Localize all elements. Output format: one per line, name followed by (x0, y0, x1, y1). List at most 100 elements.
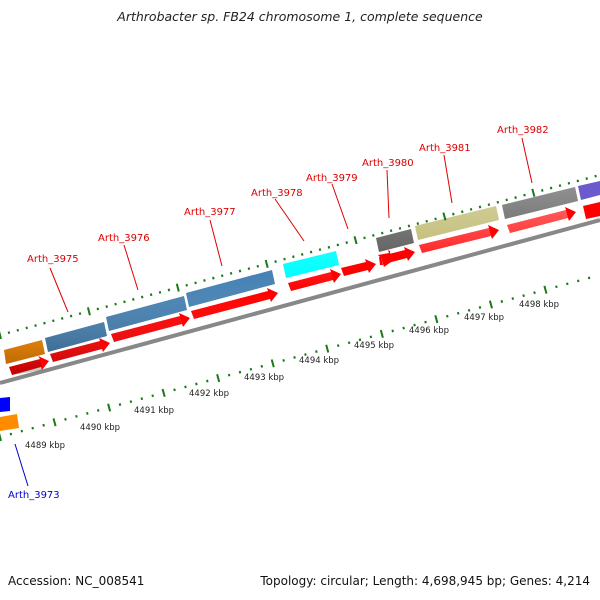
upper-tick (185, 283, 188, 287)
upper-tick (43, 321, 46, 325)
upper-tick (353, 236, 358, 245)
upper-tick (132, 298, 135, 301)
gene-label-3977[interactable]: Arth_3977 (184, 207, 236, 218)
ruler-tick (42, 423, 45, 427)
upper-tick (505, 198, 508, 202)
ruler-label: 4492 kbp (189, 389, 229, 399)
upper-tick (363, 236, 366, 240)
ruler-tick (543, 285, 548, 294)
ruler-tick (555, 285, 558, 289)
upper-tick (389, 229, 393, 233)
upper-tick (487, 203, 491, 207)
ruler-tick (216, 373, 221, 383)
ruler-tick (107, 403, 112, 412)
ruler-tick (31, 426, 34, 430)
ruler-tick (379, 329, 384, 339)
upper-tick (256, 264, 260, 268)
upper-tick (212, 276, 215, 280)
gene-label-3980[interactable]: Arth_3980 (362, 158, 414, 169)
ruler-tick (325, 344, 330, 353)
ruler-tick (587, 276, 591, 280)
ruler-tick (0, 432, 2, 442)
upper-tick (469, 207, 473, 211)
ruler-tick (249, 367, 253, 371)
ruler-tick (467, 308, 471, 312)
upper-tick (69, 314, 73, 318)
upper-tick (283, 257, 286, 261)
upper-tick (52, 319, 55, 323)
upper-tick (345, 241, 348, 244)
gene-label-3976[interactable]: Arth_3976 (98, 233, 150, 244)
upper-tick (425, 219, 428, 223)
cds-track (9, 202, 600, 375)
cds-arrow-6[interactable] (341, 259, 376, 276)
ruler-tick (140, 397, 144, 401)
ruler-tick (195, 382, 198, 386)
cds-arrow-10[interactable] (583, 202, 600, 219)
ruler-label: 4497 kbp (464, 313, 504, 323)
upper-tick (336, 243, 340, 247)
gene-slateblue[interactable] (578, 181, 600, 200)
shading-overlay (4, 187, 578, 364)
upper-tick (514, 196, 517, 199)
upper-tick (576, 179, 580, 183)
callout-line-3975 (49, 267, 69, 313)
gene-blue-left[interactable] (0, 397, 10, 412)
upper-tick (398, 226, 402, 230)
callout-line-3976 (123, 244, 139, 291)
ruler-label: 4493 kbp (244, 373, 284, 383)
ruler-label: 4495 kbp (354, 341, 394, 351)
upper-tick (25, 326, 28, 330)
upper-tick (416, 222, 420, 225)
ruler-tick (96, 409, 100, 412)
ruler-tick (402, 326, 405, 330)
gene-label-3973[interactable]: Arth_3973 (8, 490, 60, 501)
ruler-tick (238, 370, 242, 374)
feature-group-left (0, 397, 19, 431)
gene-label-3978[interactable]: Arth_3978 (251, 188, 303, 199)
upper-tick (318, 248, 322, 252)
cds-arrow-7b[interactable] (379, 257, 383, 265)
upper-tick (478, 205, 482, 209)
gene-label-3979[interactable]: Arth_3979 (306, 173, 358, 184)
upper-tick (149, 293, 153, 297)
gene-orange-left[interactable] (0, 414, 19, 431)
ruler-tick (336, 344, 340, 348)
callout-line-3973 (14, 443, 29, 487)
upper-tick (549, 186, 553, 190)
ruler-tick (434, 315, 439, 324)
map-title: Arthrobacter sp. FB24 chromosome 1, comp… (117, 9, 483, 24)
gene-label-3981[interactable]: Arth_3981 (419, 143, 471, 154)
ruler-tick (173, 388, 176, 392)
upper-tick (292, 255, 295, 259)
upper-tick (78, 312, 82, 316)
callout-line-3978 (274, 198, 305, 242)
gene-label-3982[interactable]: Arth_3982 (497, 125, 549, 136)
upper-tick (229, 271, 233, 275)
ruler-tick (533, 291, 536, 295)
callout-line-3977 (209, 219, 223, 267)
upper-tick (114, 302, 117, 306)
upper-tick (86, 307, 91, 316)
cds-shading (9, 210, 568, 375)
upper-tick (523, 193, 526, 197)
ruler-tick (64, 417, 67, 421)
upper-tick (7, 331, 11, 335)
upper-tick (585, 177, 588, 180)
ruler-tick (369, 335, 373, 339)
upper-tick (434, 217, 437, 221)
upper-tick (167, 288, 171, 292)
ruler-tick (129, 400, 133, 404)
feature-track-upper (4, 181, 600, 364)
cds-arrow-7c[interactable] (381, 247, 415, 264)
upper-tick (327, 245, 331, 249)
gene-label-3975[interactable]: Arth_3975 (27, 254, 79, 265)
upper-tick (442, 212, 447, 221)
upper-tick (309, 250, 313, 254)
upper-tick (247, 267, 251, 271)
ruler-tick (304, 353, 307, 356)
ruler-tick (184, 385, 187, 389)
ruler-tick (576, 279, 580, 283)
ruler-label: 4491 kbp (134, 406, 174, 416)
